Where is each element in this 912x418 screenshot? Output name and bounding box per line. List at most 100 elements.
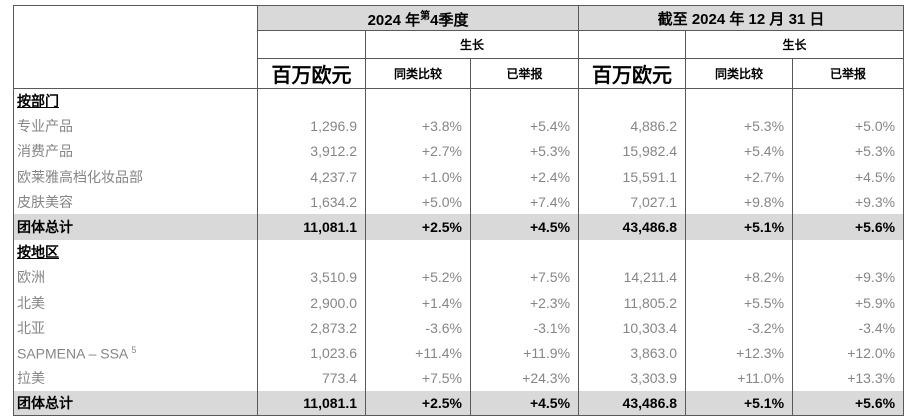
fy-reported-cell: -3.4% (858, 319, 896, 336)
table-row-north-asia: 北亚 2,873.2 -3.6% -3.1% 10,303.4 -3.2% -3… (13, 315, 904, 341)
fy-reported-cell: +5.9% (854, 294, 896, 311)
q4-lfl-cell: +2.5% (365, 214, 471, 240)
q4-sales-cell: 3,912.2 (257, 138, 366, 165)
section-row-by-division: 按部门 (13, 88, 904, 114)
q4-reported-cell: +2.4% (470, 164, 580, 190)
q4-reported-cell: +7.5% (470, 264, 580, 290)
table-row-group-total-divisions: 团体总计 11,081.1 +2.5% +4.5% 43,486.8 +5.1%… (13, 214, 904, 240)
q4-sales-cell: 1,634.2 (257, 189, 366, 215)
growth-label-fy: 生长 (685, 30, 904, 59)
q4-lfl-cell: +2.5% (365, 390, 471, 416)
fy-lfl-cell: +5.3% (685, 113, 794, 139)
fy-sales-cell: 3,303.9 (578, 365, 687, 391)
row-label: 团体总计 (13, 390, 258, 416)
q4-lfl-cell: -3.6% (365, 315, 471, 341)
corner-cell (13, 5, 258, 89)
row-label: 专业产品 (13, 113, 258, 139)
fy-lfl-cell: +5.5% (685, 290, 794, 316)
like-for-like-header-fy: 同类比较 (685, 58, 794, 89)
q4-sales-cell: 1,296.9 (257, 113, 366, 139)
header-row-growth: 生长 生长 (14, 30, 904, 59)
fy-sales-cell: 15,591.1 (578, 164, 687, 190)
q4-reported-cell: +7.4% (470, 189, 580, 215)
reported-header-q4: 已举报 (470, 58, 580, 89)
q4-sales-cell: 11,081.1 (257, 390, 366, 416)
q4-2024-group-header: 2024 年第4季度 (257, 5, 580, 31)
row-label: 北美 (13, 290, 258, 316)
unit-header-fy: 百万欧元 (578, 58, 687, 89)
fy-sales-cell: 15,982.4 (578, 138, 687, 165)
q4-sales-cell: 4,237.7 (257, 164, 366, 190)
q4-lfl-cell: +3.8% (365, 113, 471, 139)
fy-lfl-cell: -3.2% (685, 315, 794, 341)
like-for-like-header-q4: 同类比较 (365, 58, 471, 89)
fy-sales-cell: 14,211.4 (578, 264, 687, 290)
fy-sales-cell: 11,805.2 (578, 290, 687, 316)
q4-reported-cell: +5.3% (470, 138, 580, 165)
q4-lfl-cell: +2.7% (365, 138, 471, 165)
q4-reported-cell: +24.3% (470, 365, 580, 391)
fy-lfl-cell: +11.0% (685, 365, 794, 391)
q4-reported-cell: +4.5% (470, 390, 580, 416)
q4-lfl-cell: +11.4% (365, 340, 471, 366)
ytd-2024-group-header: 截至 2024 年 12 月 31 日 (578, 5, 904, 31)
fy-sales-cell: 4,886.2 (578, 113, 687, 139)
q4-lfl-cell: +1.4% (365, 290, 471, 316)
table-row-professional-products: 专业产品 1,296.9 +3.8% +5.4% 4,886.2 +5.3% +… (13, 113, 904, 139)
fy-lfl-cell: +2.7% (685, 164, 794, 190)
header-row-metrics: 百万欧元 同类比较 已举报 百万欧元 同类比较 已举报 (14, 58, 904, 89)
reported-header-fy: 已举报 (792, 58, 904, 89)
fy-reported-cell: +5.0% (854, 118, 896, 135)
table-row-luxe: 欧莱雅高档化妆品部 4,237.7 +1.0% +2.4% 15,591.1 +… (13, 164, 904, 190)
blank-cell-q4-unit (257, 30, 366, 59)
q4-sales-cell: 2,873.2 (257, 315, 366, 341)
table-row-north-america: 北美 2,900.0 +1.4% +2.3% 11,805.2 +5.5% +5… (13, 290, 904, 316)
fy-lfl-cell: +8.2% (685, 264, 794, 290)
growth-label-q4: 生长 (365, 30, 580, 59)
q4-reported-cell: +2.3% (470, 290, 580, 316)
financial-results-table: 2024 年第4季度 截至 2024 年 12 月 31 日 生长 生长 百万欧… (13, 5, 905, 417)
q4-title-prefix: 2024 年 (367, 11, 421, 29)
row-label: 欧莱雅高档化妆品部 (13, 164, 258, 190)
fy-lfl-cell: +5.1% (685, 390, 794, 416)
fy-lfl-cell: +5.4% (685, 138, 794, 165)
row-label: 拉美 (13, 365, 258, 391)
q4-lfl-cell: +1.0% (365, 164, 471, 190)
row-label: SAPMENA – SSA 5 (13, 340, 258, 366)
q4-lfl-cell: +7.5% (365, 365, 471, 391)
table-row-dermatological-beauty: 皮肤美容 1,634.2 +5.0% +7.4% 7,027.1 +9.8% +… (13, 189, 904, 215)
q4-reported-cell: -3.1% (470, 315, 580, 341)
q4-title-suffix: 4季度 (430, 11, 469, 29)
row-label: 消费产品 (13, 138, 258, 165)
footnote-superscript: 5 (131, 344, 137, 355)
q4-sales-cell: 1,023.6 (257, 340, 366, 366)
row-label: 皮肤美容 (13, 189, 258, 215)
fy-lfl-cell: +9.8% (685, 189, 794, 215)
fy-reported-cell: +4.5% (854, 168, 896, 185)
fy-reported-cell: +5.6% (792, 390, 904, 416)
table-row-latin-america: 拉美 773.4 +7.5% +24.3% 3,303.9 +11.0% +13… (13, 365, 904, 391)
fy-sales-cell: 3,863.0 (578, 340, 687, 366)
table-row-europe: 欧洲 3,510.9 +5.2% +7.5% 14,211.4 +8.2% +9… (13, 264, 904, 290)
fy-reported-cell: +9.3% (854, 269, 896, 286)
section-row-by-region: 按地区 (13, 239, 904, 265)
row-label: 北亚 (13, 315, 258, 341)
section-label: 按地区 (13, 239, 258, 265)
q4-title-superscript: 第 (420, 10, 431, 22)
q4-reported-cell: +4.5% (470, 214, 580, 240)
blank-cell-fy-unit (578, 30, 687, 59)
q4-sales-cell: 2,900.0 (257, 290, 366, 316)
fy-sales-cell: 43,486.8 (578, 214, 687, 240)
q4-reported-cell: +5.4% (470, 113, 580, 139)
q4-sales-cell: 3,510.9 (257, 264, 366, 290)
fy-reported-cell: +12.0% (847, 344, 896, 361)
fy-reported-cell: +13.3% (847, 370, 896, 387)
fy-reported-cell: +5.6% (792, 214, 904, 240)
q4-lfl-cell: +5.0% (365, 189, 471, 215)
q4-lfl-cell: +5.2% (365, 264, 471, 290)
fy-sales-cell: 43,486.8 (578, 390, 687, 416)
row-label: 团体总计 (13, 214, 258, 240)
q4-reported-cell: +11.9% (470, 340, 580, 366)
fy-reported-cell: +9.3% (854, 193, 896, 210)
